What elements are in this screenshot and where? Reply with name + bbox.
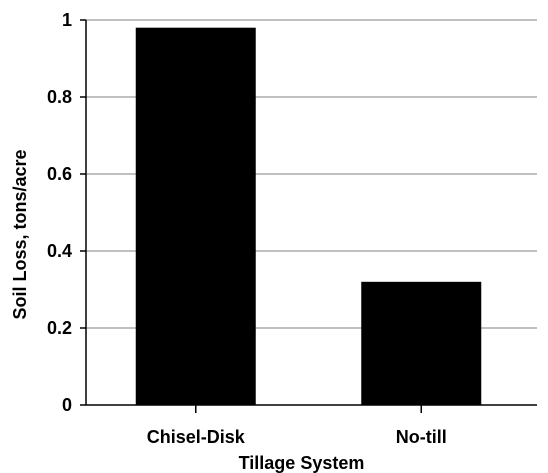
y-tick-label: 0 <box>62 395 72 415</box>
x-tick-label: Chisel-Disk <box>147 427 246 447</box>
bar <box>361 281 482 405</box>
x-tick-label: No-till <box>396 427 447 447</box>
y-axis-ticks: 0 0.2 0.4 0.6 0.8 1 <box>47 10 86 415</box>
y-tick-label: 0.6 <box>47 164 72 184</box>
x-axis-title: Tillage System <box>239 453 365 473</box>
bar <box>135 27 256 405</box>
y-tick-label: 0.2 <box>47 318 72 338</box>
y-tick-label: 0.4 <box>47 241 72 261</box>
y-tick-label: 0.8 <box>47 87 72 107</box>
x-axis-ticks: Chisel-Disk No-till <box>147 405 447 447</box>
axes <box>85 20 537 406</box>
bars <box>135 27 482 405</box>
y-tick-label: 1 <box>62 10 72 30</box>
y-axis-title: Soil Loss, tons/acre <box>10 149 30 319</box>
